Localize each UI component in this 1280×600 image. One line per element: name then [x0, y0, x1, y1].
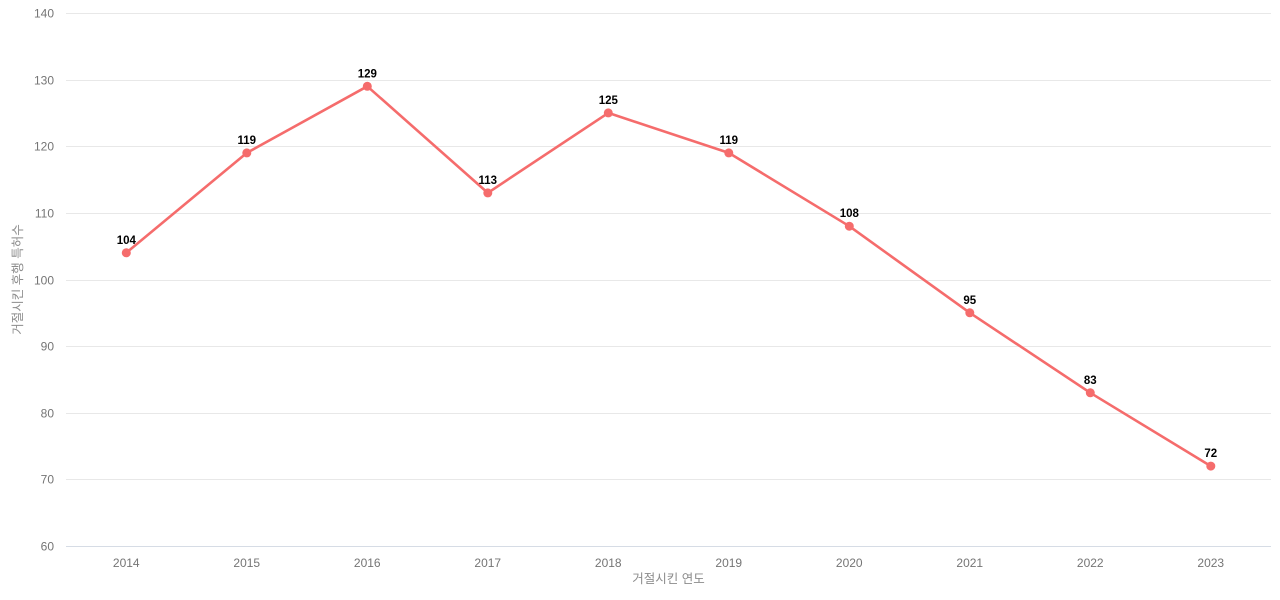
y-tick-label: 60	[41, 540, 55, 554]
data-point-label: 104	[117, 235, 137, 247]
y-axis-title: 거절시킨 후행 특허수	[10, 224, 25, 334]
x-tick-label: 2016	[354, 556, 381, 570]
y-tick-label: 110	[35, 207, 54, 221]
data-point-marker[interactable]	[483, 188, 493, 198]
line-series	[125, 85, 1213, 468]
data-point-marker[interactable]	[724, 148, 734, 158]
y-tick-label: 80	[41, 407, 55, 421]
data-point-label: 129	[358, 68, 377, 80]
data-point-marker[interactable]	[121, 248, 131, 258]
x-axis-title: 거절시킨 연도	[632, 572, 704, 586]
x-tick-label: 2017	[474, 556, 501, 570]
x-tick-label: 2021	[956, 556, 983, 570]
data-point-label: 72	[1204, 448, 1217, 460]
data-point-marker[interactable]	[1206, 461, 1216, 471]
y-tick-label: 130	[34, 74, 54, 88]
data-point-label: 108	[840, 208, 860, 220]
data-point-label: 95	[963, 295, 976, 307]
data-point-label: 119	[720, 135, 739, 147]
data-point-marker[interactable]	[362, 81, 372, 91]
data-point-marker[interactable]	[844, 221, 854, 231]
x-tick-label: 2015	[233, 556, 260, 570]
y-tick-label: 120	[34, 140, 54, 154]
data-point-marker[interactable]	[1085, 388, 1095, 398]
x-tick-label: 2018	[595, 556, 622, 570]
x-tick-label: 2019	[715, 556, 742, 570]
y-tick-label: 100	[34, 274, 54, 288]
x-tick-label: 2022	[1077, 556, 1104, 570]
data-points	[121, 81, 1216, 471]
y-axis-tick-labels: 60 70 80 90 100 110 120 130 140	[34, 7, 54, 554]
series-line	[125, 85, 1213, 468]
y-tick-label: 90	[41, 340, 55, 354]
x-tick-label: 2014	[113, 556, 140, 570]
data-point-label: 119	[238, 135, 257, 147]
data-labels: 104 119 129 113 125 119 108 95 83 72	[117, 68, 1217, 460]
gridlines	[66, 13, 1271, 547]
data-point-marker[interactable]	[965, 308, 975, 318]
y-tick-label: 70	[41, 473, 55, 487]
data-point-label: 83	[1084, 375, 1097, 387]
x-axis-tick-labels: 2014 2015 2016 2017 2018 2019 2020 2021 2022 2023	[113, 556, 1225, 570]
data-point-label: 113	[479, 175, 498, 187]
data-point-marker[interactable]	[242, 148, 252, 158]
x-tick-label: 2020	[836, 556, 863, 570]
data-point-label: 125	[599, 95, 619, 107]
data-point-marker[interactable]	[603, 108, 613, 118]
y-tick-label: 140	[34, 7, 54, 21]
x-tick-label: 2023	[1197, 556, 1224, 570]
